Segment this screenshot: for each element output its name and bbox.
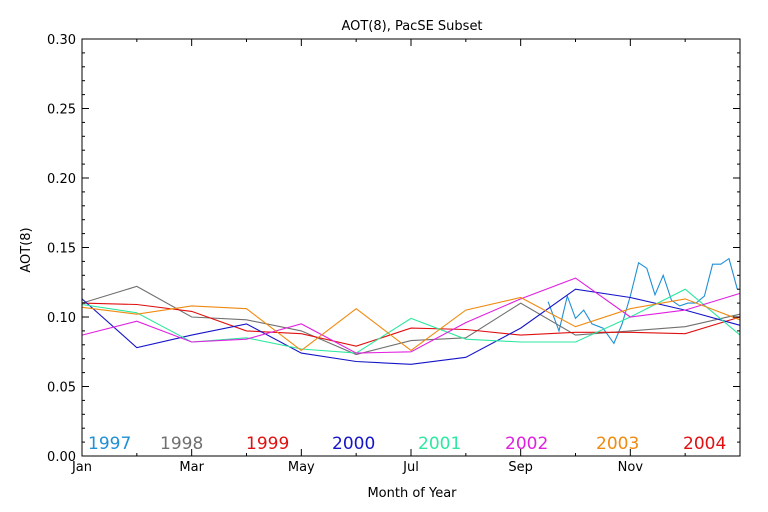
series-line-1999 xyxy=(81,302,741,347)
y-tick-label: 0.00 xyxy=(47,450,76,465)
series-line-2003 xyxy=(81,296,741,352)
plot-frame xyxy=(81,38,741,457)
y-tick-label: 0.25 xyxy=(47,103,76,118)
x-tick-label: Nov xyxy=(618,460,644,475)
series-line-2000 xyxy=(81,288,741,365)
legend-entry-1998: 1998 xyxy=(160,434,203,454)
legend: 1997 1998 1999 2000 2001 2002 2003 2004 xyxy=(88,434,726,454)
chart-title: AOT(8), PacSE Subset xyxy=(341,19,482,34)
legend-entry-2002: 2002 xyxy=(505,434,548,454)
y-tick-label: 0.10 xyxy=(47,311,76,326)
x-tick-label: May xyxy=(288,460,315,475)
legend-entry-2003: 2003 xyxy=(596,434,639,454)
axes: 0.00 0.05 0.10 0.15 0.20 0.25 0.30 Jan Mar May Jul… xyxy=(47,33,740,475)
y-tick-label: 0.05 xyxy=(47,381,76,396)
x-tick-label: Sep xyxy=(508,460,533,475)
series-line-1997 xyxy=(547,257,738,345)
legend-entry-2001: 2001 xyxy=(418,434,461,454)
y-tick-label: 0.15 xyxy=(47,242,76,257)
y-tick-label: 0.30 xyxy=(47,33,76,48)
x-tick-label: Mar xyxy=(179,460,204,475)
plot-content xyxy=(81,257,741,365)
x-tick-label: Jan xyxy=(71,460,92,475)
x-tick-label: Jul xyxy=(402,460,419,475)
x-axis-label: Month of Year xyxy=(367,486,457,501)
series-line-2002 xyxy=(81,277,741,354)
y-tick-label: 0.20 xyxy=(47,172,76,187)
legend-entry-1997: 1997 xyxy=(88,434,131,454)
y-axis-label: AOT(8) xyxy=(19,227,34,272)
series-line-1998 xyxy=(81,285,741,356)
legend-entry-2004: 2004 xyxy=(683,434,726,454)
legend-entry-1999: 1999 xyxy=(246,434,289,454)
legend-entry-2000: 2000 xyxy=(332,434,375,454)
series-line-2001 xyxy=(81,288,741,354)
